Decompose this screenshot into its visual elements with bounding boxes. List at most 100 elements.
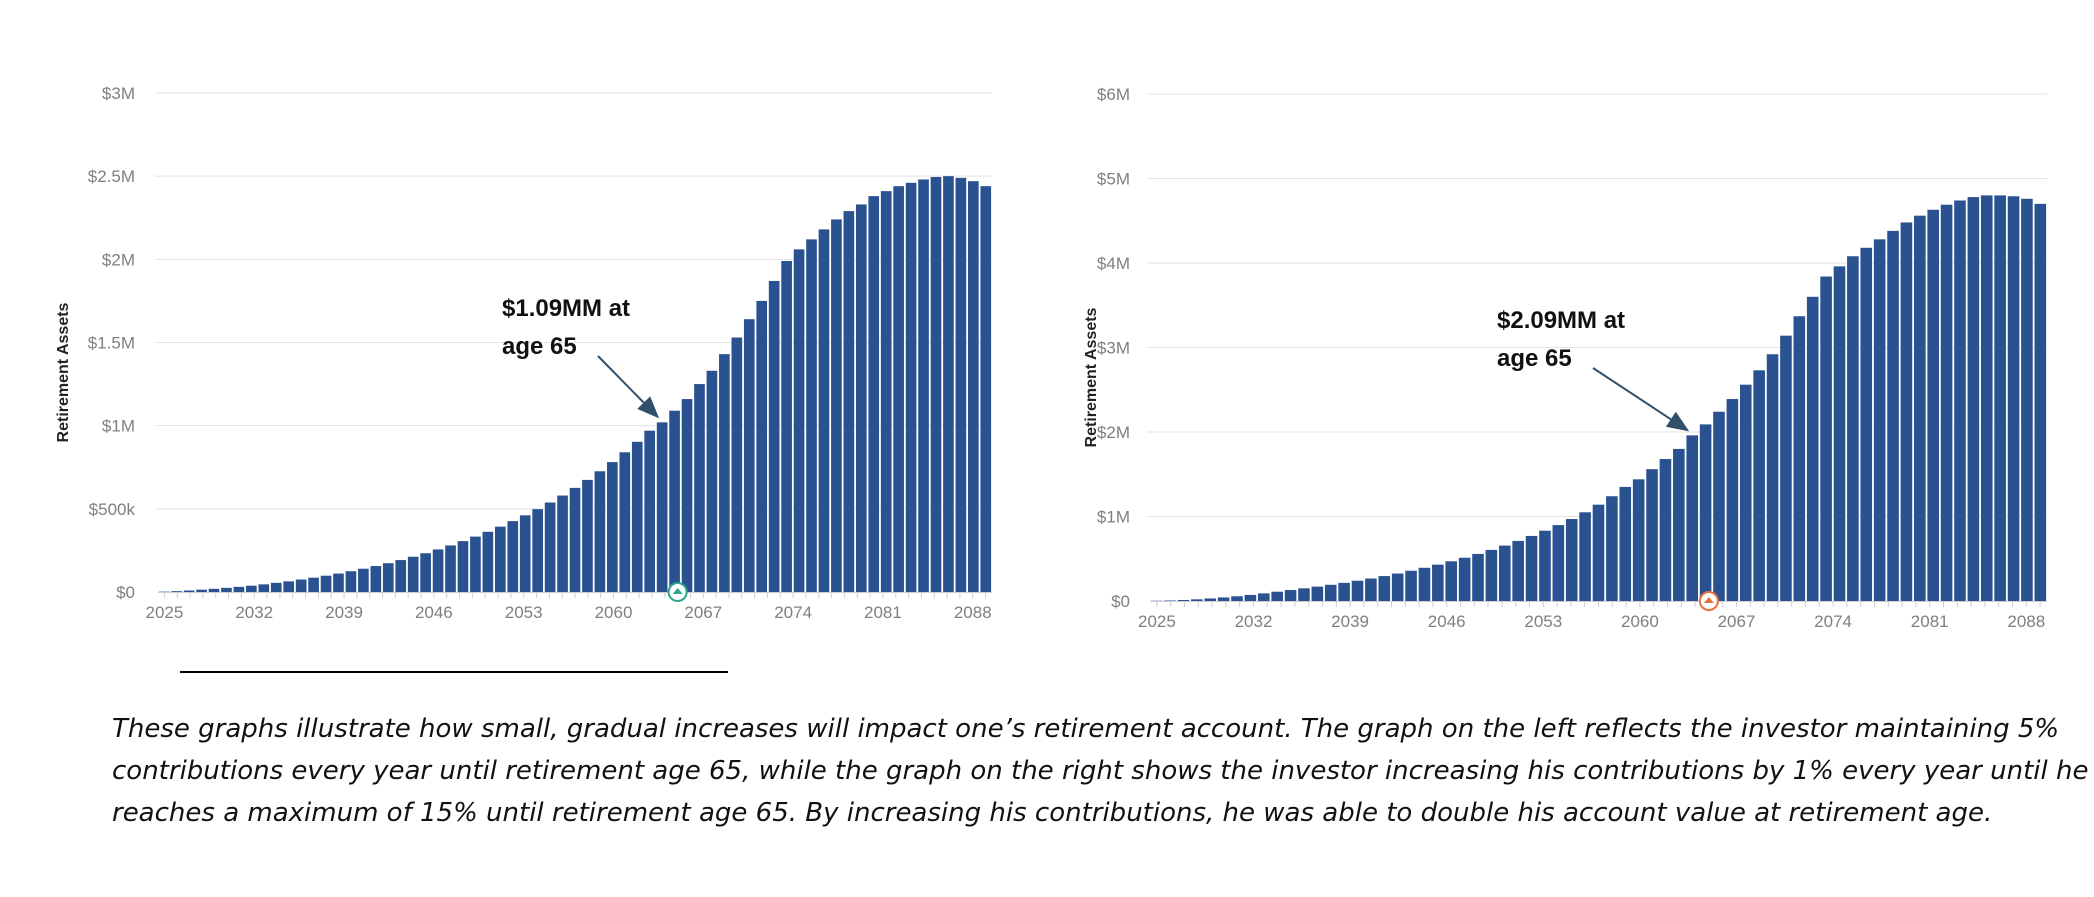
bar [283, 581, 295, 592]
x-tick-label: 2039 [325, 603, 363, 622]
x-tick-label: 2046 [415, 603, 453, 622]
marker-glyph [1703, 597, 1714, 603]
y-tick-label: $2M [102, 250, 135, 269]
bar [1900, 222, 1913, 601]
bar [2034, 203, 2047, 601]
annotation-line-2: age 65 [1497, 345, 1572, 372]
bar [1632, 479, 1645, 601]
bar [1231, 596, 1243, 601]
x-tick-label: 2053 [1524, 612, 1562, 631]
annotation-arrow-line [1592, 367, 1672, 421]
annotation-line-2: age 65 [502, 333, 577, 360]
bar [1552, 525, 1565, 601]
bar [532, 509, 543, 592]
bar [1258, 593, 1270, 601]
bar [980, 186, 992, 592]
bar [880, 191, 892, 593]
bar [1739, 384, 1752, 601]
bar [221, 587, 232, 592]
bar [544, 502, 556, 592]
bar [270, 582, 282, 592]
bar [694, 384, 705, 592]
bar [1793, 316, 1806, 601]
bar [743, 319, 755, 592]
x-tick-label: 2074 [774, 603, 812, 622]
bar [768, 280, 780, 592]
bar [345, 571, 357, 592]
bar [1432, 564, 1444, 601]
bar [258, 584, 270, 592]
bar [1753, 370, 1765, 601]
bar [1298, 588, 1310, 601]
bar [644, 430, 656, 592]
bar [1686, 435, 1699, 601]
bar [582, 479, 593, 592]
caption-line-3: reaches a maximum of 15% until retiremen… [112, 798, 1993, 828]
bar [233, 586, 245, 592]
y-axis-title: Retirement Assets [55, 302, 72, 442]
bar [470, 536, 481, 592]
bar [943, 176, 954, 592]
y-tick-label: $1.5M [88, 334, 135, 353]
bar [1726, 399, 1739, 601]
annotation-arrowhead [637, 396, 660, 419]
bar [370, 566, 382, 592]
x-tick-label: 2060 [595, 603, 633, 622]
bar [569, 487, 581, 592]
bar [1498, 545, 1511, 601]
x-tick-label: 2081 [1911, 612, 1949, 631]
y-tick-label: $5M [1097, 170, 1130, 189]
bar [1887, 230, 1899, 601]
annotation-line-1: $2.09MM at [1497, 307, 1625, 334]
bar [407, 556, 419, 592]
y-tick-label: $0 [1111, 592, 1130, 611]
bar [196, 589, 207, 592]
bar [420, 553, 431, 592]
bar [1847, 256, 1859, 601]
annotation-line-1: $1.09MM at [502, 295, 630, 322]
bar [681, 399, 693, 592]
y-tick-label: $2.5M [88, 167, 135, 186]
bar [308, 577, 319, 592]
bar [831, 219, 842, 592]
bar [557, 495, 568, 592]
bar [1391, 573, 1404, 601]
bar [1954, 200, 1966, 601]
bar [432, 549, 444, 592]
bar [868, 196, 880, 593]
bar [1217, 597, 1230, 601]
bar [731, 337, 743, 592]
bar [607, 462, 618, 592]
retirement-marker-icon [1698, 591, 1719, 611]
bar [1525, 535, 1538, 601]
retirement-marker-icon [667, 582, 688, 602]
bar [1485, 549, 1498, 601]
bar [855, 204, 867, 592]
bar [1967, 197, 1980, 601]
bar [1378, 576, 1391, 601]
bar [1914, 215, 1926, 601]
bar [1271, 591, 1283, 601]
bar [1284, 590, 1297, 601]
bar [1445, 561, 1458, 601]
bar [1311, 586, 1324, 601]
bar [1164, 600, 1176, 601]
bar [1324, 584, 1337, 601]
bar [1592, 504, 1605, 601]
bar [358, 568, 369, 592]
bar [519, 515, 531, 592]
bar [445, 545, 456, 592]
x-tick-label: 2025 [146, 603, 184, 622]
bar [594, 471, 606, 592]
bar [1619, 486, 1632, 601]
right-chart: $0 $1M $2M $3M $4M $5M $6M 2025 2032 2039 2046 2053… [1083, 85, 2047, 631]
bar [1873, 239, 1886, 601]
bar [382, 563, 394, 592]
bar [1806, 296, 1819, 601]
y-tick-label: $1M [102, 417, 135, 436]
bar [905, 182, 917, 592]
bar [1472, 553, 1484, 601]
bar [1539, 530, 1551, 601]
bar [1860, 247, 1873, 602]
bar [246, 585, 257, 592]
